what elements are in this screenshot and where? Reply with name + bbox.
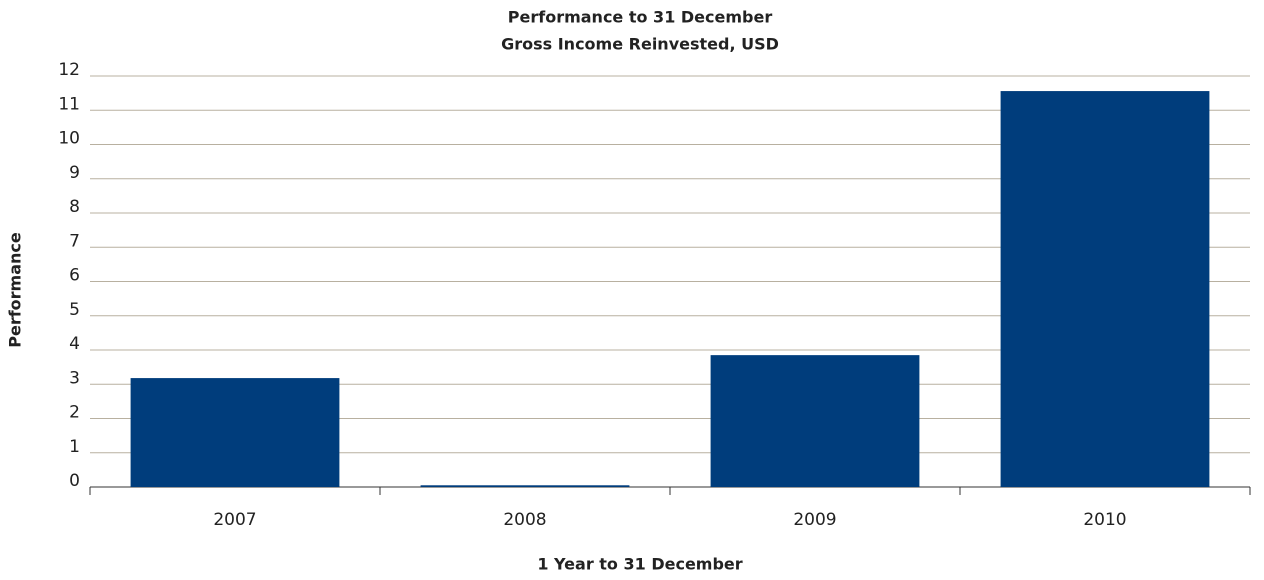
x-tick-label: 2007: [213, 510, 256, 530]
y-tick-label: 7: [69, 231, 80, 251]
y-tick-label: 11: [58, 94, 80, 114]
y-tick-label: 1: [69, 437, 80, 457]
x-axis-label: 1 Year to 31 December: [537, 555, 742, 574]
y-tick-label: 0: [69, 471, 80, 491]
x-tick-label: 2009: [793, 510, 836, 530]
bar: [130, 378, 340, 487]
y-tick-label: 2: [69, 403, 80, 423]
bar: [1000, 91, 1210, 487]
y-tick-label: 3: [69, 368, 80, 388]
y-tick-label: 10: [58, 129, 80, 149]
y-tick-label: 6: [69, 266, 80, 286]
y-tick-label: 12: [58, 60, 80, 80]
y-axis-label: Performance: [6, 232, 25, 348]
y-tick-label: 9: [69, 163, 80, 183]
y-tick-label: 4: [69, 334, 80, 354]
chart-subtitle: Gross Income Reinvested, USD: [501, 35, 779, 54]
x-tick-label: 2010: [1083, 510, 1126, 530]
y-tick-label: 8: [69, 197, 80, 217]
bar: [710, 355, 920, 487]
bar: [420, 485, 630, 487]
x-tick-label: 2008: [503, 510, 546, 530]
y-tick-label: 5: [69, 300, 80, 320]
chart-title: Performance to 31 December: [508, 8, 773, 27]
